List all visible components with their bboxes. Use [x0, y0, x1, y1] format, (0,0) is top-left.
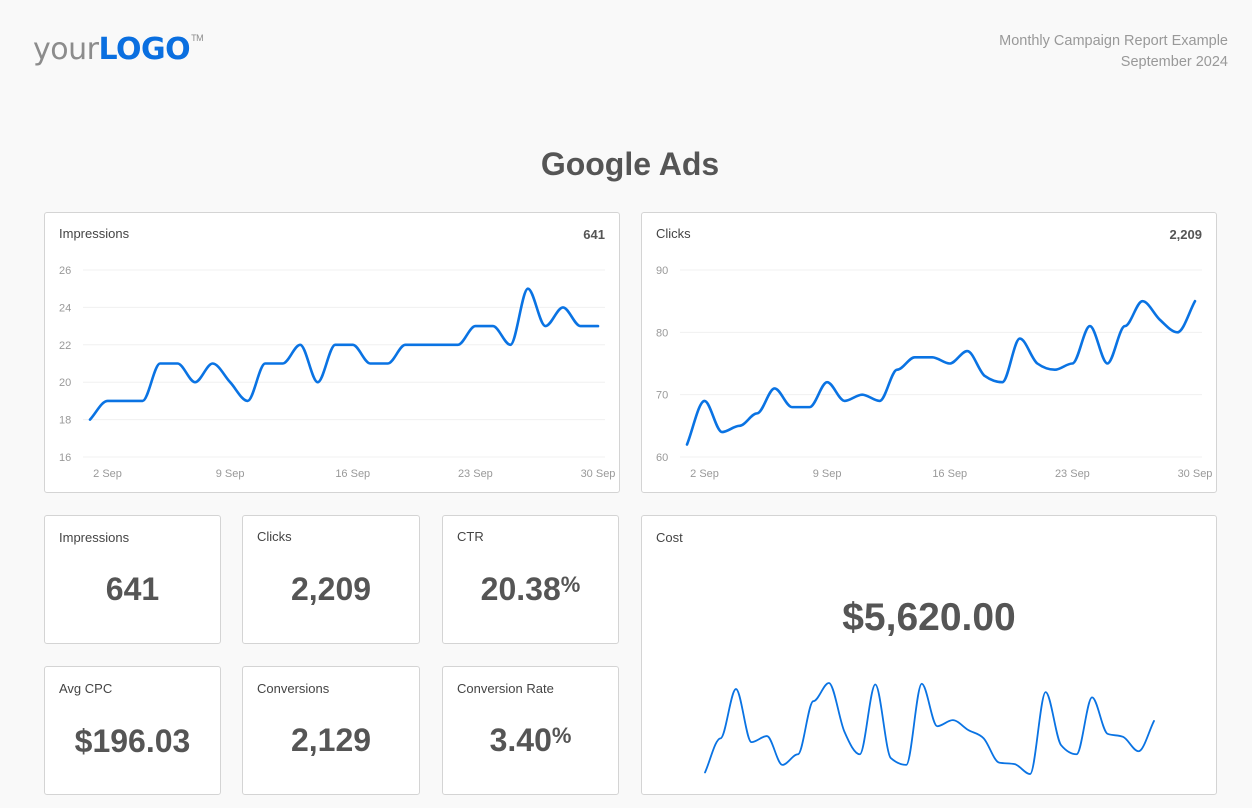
x-tick-label: 16 Sep	[335, 468, 370, 480]
kpi-ctr: CTR 20.38%	[442, 515, 619, 644]
kpi-value: 3.40%	[489, 722, 572, 758]
kpi-label: Conversions	[257, 681, 330, 696]
logo-prefix: your	[33, 32, 99, 67]
x-tick-label: 9 Sep	[216, 468, 245, 480]
x-tick-label: 30 Sep	[1178, 468, 1213, 480]
logo: yourLOGOTM	[33, 30, 204, 76]
clicks-line-chart[interactable]: 60 70 80 90 2 Sep 9 Sep 16 Sep 23 Sep 30 Sep	[642, 213, 1218, 494]
y-tick-label: 24	[59, 302, 71, 314]
logo-trademark: TM	[191, 33, 204, 43]
report-period: September 2024	[1120, 54, 1228, 70]
kpi-value: 641	[105, 571, 160, 607]
clicks-chart-card: Clicks 2,209 60 70 80 90 2 Sep 9 Sep 16 Sep 23 …	[641, 212, 1217, 493]
x-tick-label: 2 Sep	[93, 468, 122, 480]
kpi-value: $196.03	[74, 723, 191, 759]
y-tick-label: 80	[656, 327, 668, 339]
kpi-label: Avg CPC	[59, 681, 113, 696]
cost-sparkline[interactable]	[642, 516, 1218, 796]
report-meta: Monthly Campaign Report Example Septembe…	[999, 31, 1228, 73]
data-line	[685, 299, 1197, 446]
kpi-clicks: Clicks 2,209	[242, 515, 420, 644]
y-tick-label: 90	[656, 265, 668, 277]
kpi-impressions: Impressions 641	[44, 515, 221, 644]
chart-total: 641	[583, 227, 605, 242]
x-tick-label: 16 Sep	[932, 468, 967, 480]
y-tick-label: 22	[59, 340, 71, 352]
y-tick-label: 16	[59, 452, 71, 464]
data-line	[88, 287, 600, 421]
kpi-conversions: Conversions 2,129	[242, 666, 420, 795]
chart-title: Impressions	[59, 226, 130, 241]
section-title: Google Ads	[540, 146, 720, 182]
impressions-line-chart[interactable]: 16 18 20 22 24 26 2 Sep 9 Sep 16 Sep 23 Sep 30 Sep	[45, 213, 621, 494]
kpi-avg-cpc: Avg CPC $196.03	[44, 666, 221, 795]
kpi-value: 2,209	[290, 571, 372, 607]
x-tick-label: 23 Sep	[458, 468, 493, 480]
impressions-chart-card: Impressions 641 16 18 20 22 24 26 2 Sep 9 Sep 16…	[44, 212, 620, 493]
kpi-label: Impressions	[59, 530, 130, 545]
chart-total: 2,209	[1169, 227, 1202, 242]
kpi-label: Conversion Rate	[457, 681, 554, 696]
cost-value: $5,620.00	[842, 596, 1016, 639]
kpi-label: CTR	[457, 529, 484, 544]
x-tick-label: 23 Sep	[1055, 468, 1090, 480]
y-tick-label: 20	[59, 377, 71, 389]
y-tick-label: 60	[656, 452, 668, 464]
chart-title: Clicks	[656, 226, 691, 241]
y-tick-label: 70	[656, 390, 668, 402]
logo-brand: LOGO	[98, 32, 191, 67]
cost-card: Cost $5,620.00	[641, 515, 1217, 795]
kpi-value: 2,129	[290, 722, 372, 758]
x-tick-label: 9 Sep	[813, 468, 842, 480]
x-tick-label: 30 Sep	[581, 468, 616, 480]
sparkline-path	[704, 682, 1155, 775]
cost-label: Cost	[656, 530, 683, 545]
kpi-label: Clicks	[257, 529, 292, 544]
report-title: Monthly Campaign Report Example	[999, 33, 1228, 49]
kpi-conversion-rate: Conversion Rate 3.40%	[442, 666, 619, 795]
kpi-value: 20.38%	[480, 571, 581, 607]
y-tick-label: 26	[59, 265, 71, 277]
x-tick-label: 2 Sep	[690, 468, 719, 480]
y-tick-label: 18	[59, 415, 71, 427]
